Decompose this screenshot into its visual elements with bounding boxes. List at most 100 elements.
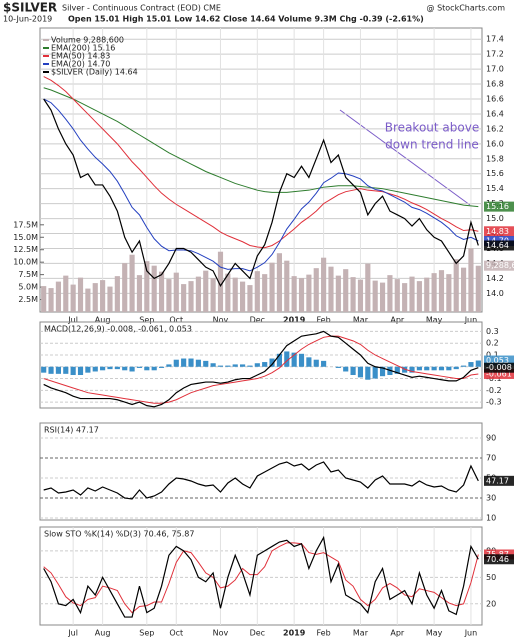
- legend-swatch: [43, 71, 49, 73]
- y-tick-label: 17.4: [486, 35, 504, 44]
- x-tick-label: Jun: [464, 316, 478, 325]
- y-tick-label: 16.6: [486, 95, 504, 104]
- bar: [475, 265, 481, 312]
- y-tick-label: 0.2: [486, 339, 499, 348]
- y-tick-label: 15.0: [486, 214, 504, 223]
- bar: [70, 366, 76, 376]
- bar: [321, 257, 327, 312]
- bar: [431, 366, 437, 371]
- bar: [41, 286, 47, 312]
- bar: [247, 285, 253, 312]
- bar: [203, 270, 209, 312]
- x-tick-label: Aug: [95, 629, 111, 638]
- x-tick-label: Apr: [390, 629, 405, 638]
- bar: [343, 366, 349, 372]
- x-tick-label: Mar: [353, 316, 369, 325]
- bar: [262, 362, 268, 367]
- value-tag: -0.061: [486, 369, 512, 378]
- x-tick-label: Oct: [169, 629, 183, 638]
- series-line: [43, 76, 479, 249]
- bar: [379, 366, 386, 377]
- series-line: [43, 98, 479, 288]
- bar: [387, 275, 393, 312]
- bar: [240, 364, 246, 367]
- bar: [284, 351, 290, 367]
- y-tick-label: 90: [486, 434, 496, 443]
- bar: [461, 365, 467, 367]
- panel-frame: [39, 526, 483, 626]
- value-tag: 47.17: [486, 476, 509, 485]
- bar: [306, 357, 312, 367]
- value-tag-bg: [484, 260, 514, 271]
- bar: [453, 366, 459, 370]
- bar: [129, 366, 135, 372]
- y-tick-label: 15.6: [486, 169, 504, 178]
- value-tag: 0.053: [486, 356, 509, 365]
- series-line: [43, 461, 479, 500]
- value-tag: 14.83: [486, 227, 509, 236]
- bar: [129, 254, 135, 312]
- y-tick-label: 17.0: [486, 65, 504, 74]
- bar: [63, 275, 69, 312]
- bar: [166, 364, 172, 367]
- y-tick-label: 15.4: [486, 184, 504, 193]
- series-line: [43, 87, 479, 208]
- value-tag: 15.16: [486, 202, 509, 211]
- date: 10-Jun-2019: [3, 15, 52, 24]
- x-tick-label: Nov: [213, 629, 229, 638]
- bar: [55, 281, 61, 312]
- y-tick-label: 16.0: [486, 139, 504, 148]
- bar: [269, 358, 275, 367]
- x-tick-label: May: [426, 629, 443, 638]
- bar: [438, 270, 445, 312]
- y-tick-label: -0.2: [486, 386, 502, 395]
- x-tick-label: 2019: [283, 629, 306, 638]
- legend-swatch: [43, 39, 49, 41]
- value-tag-bg: [484, 475, 514, 486]
- panel-title: MACD(12,26,9) -0.008, -0.061, 0.053: [44, 325, 192, 334]
- bar: [158, 271, 165, 312]
- y-tick-label: 20: [486, 599, 496, 608]
- bar: [453, 259, 459, 312]
- legend-label: $SILVER (Daily) 14.64: [51, 68, 138, 77]
- bar: [313, 359, 319, 367]
- y2-tick-label: 10.0M: [13, 258, 38, 267]
- series-line: [43, 542, 479, 614]
- bar: [276, 353, 282, 367]
- bar: [136, 366, 143, 368]
- bar: [188, 281, 194, 312]
- bar: [144, 366, 150, 371]
- series-line: [43, 535, 479, 618]
- bar: [357, 366, 364, 378]
- source: @ StockCharts.com: [427, 4, 506, 13]
- bar: [92, 283, 98, 312]
- bar: [409, 366, 415, 373]
- quote: Open 15.01 High 15.01 Low 14.62 Close 14…: [68, 15, 424, 24]
- y2-tick-label: 12.5M: [13, 245, 38, 254]
- x-tick-label: Sep: [139, 316, 154, 325]
- bar: [48, 288, 54, 312]
- series-line: [43, 335, 479, 404]
- bar: [298, 278, 305, 312]
- y-tick-label: 14.2: [486, 274, 504, 283]
- bar: [291, 352, 297, 367]
- y-tick-label: 14.0: [486, 289, 504, 298]
- panel-frame: [39, 27, 483, 313]
- annotation: down trend line: [385, 138, 479, 152]
- bar: [92, 366, 98, 372]
- bar: [284, 260, 290, 312]
- x-tick-label: Mar: [353, 629, 369, 638]
- bar: [232, 277, 238, 312]
- value-tag: 9,288,600: [486, 261, 515, 270]
- y-tick-label: 15.8: [486, 154, 504, 163]
- y-tick-label: 16.2: [486, 124, 504, 133]
- bar: [225, 365, 231, 367]
- bar: [107, 286, 113, 312]
- bar: [77, 277, 84, 312]
- value-tag: -0.008: [486, 363, 512, 372]
- bar: [173, 272, 179, 312]
- x-tick-label: Sep: [139, 629, 154, 638]
- bar: [136, 275, 143, 312]
- bar: [217, 251, 224, 312]
